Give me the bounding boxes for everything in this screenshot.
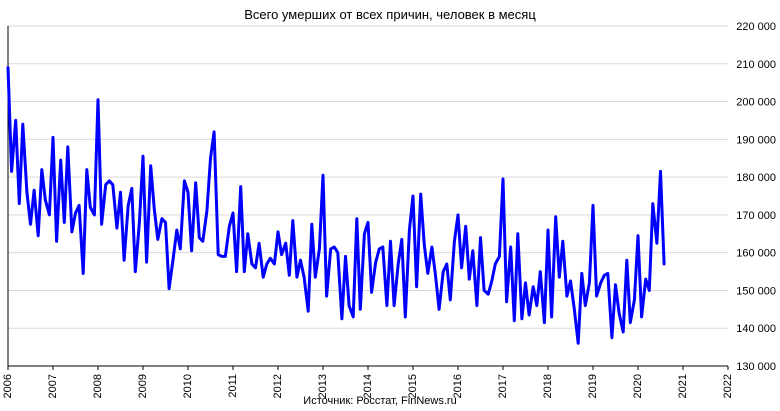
y-tick-label: 150 000 bbox=[736, 285, 776, 297]
chart-title: Всего умерших от всех причин, человек в … bbox=[244, 7, 536, 22]
x-tick-label: 2011 bbox=[227, 374, 239, 398]
x-tick-label: 2016 bbox=[452, 374, 464, 398]
x-axis-ticks: 2006 2007 2008 2009 2010 2011 2012 2013 2014 2015… bbox=[2, 366, 734, 398]
x-tick-label: 2010 bbox=[182, 374, 194, 398]
x-tick-label: 2009 bbox=[137, 374, 149, 398]
series-group bbox=[6, 66, 666, 345]
chart-source: Источник: Росстат, FinNews.ru bbox=[303, 395, 456, 407]
y-tick-label: 130 000 bbox=[736, 361, 776, 373]
x-tick-label: 2021 bbox=[677, 374, 689, 398]
y-tick-label: 200 000 bbox=[736, 97, 776, 109]
y-tick-label: 140 000 bbox=[736, 323, 776, 335]
x-tick-label: 2017 bbox=[497, 374, 509, 398]
y-tick-label: 210 000 bbox=[736, 59, 776, 71]
x-tick-label: 2022 bbox=[722, 374, 734, 398]
x-tick-label: 2012 bbox=[272, 374, 284, 398]
x-tick-label: 2013 bbox=[317, 374, 329, 398]
x-tick-label: 2018 bbox=[542, 374, 554, 398]
y-tick-label: 160 000 bbox=[736, 248, 776, 260]
x-tick-label: 2006 bbox=[2, 374, 14, 398]
x-tick-label: 2014 bbox=[362, 374, 374, 398]
y-tick-label: 190 000 bbox=[736, 134, 776, 146]
x-tick-label: 2015 bbox=[407, 374, 419, 398]
x-tick-label: 2019 bbox=[587, 374, 599, 398]
y-tick-label: 220 000 bbox=[736, 21, 776, 33]
grid-lines bbox=[8, 25, 728, 367]
x-tick-label: 2008 bbox=[92, 374, 104, 398]
y-tick-label: 170 000 bbox=[736, 210, 776, 222]
y-axis-ticks: 130 000 140 000 150 000 160 000 170 000 180 0… bbox=[736, 21, 776, 373]
x-tick-label: 2020 bbox=[632, 374, 644, 398]
series-line-0 bbox=[6, 66, 666, 345]
x-tick-label: 2007 bbox=[47, 374, 59, 398]
y-tick-label: 180 000 bbox=[736, 172, 776, 184]
